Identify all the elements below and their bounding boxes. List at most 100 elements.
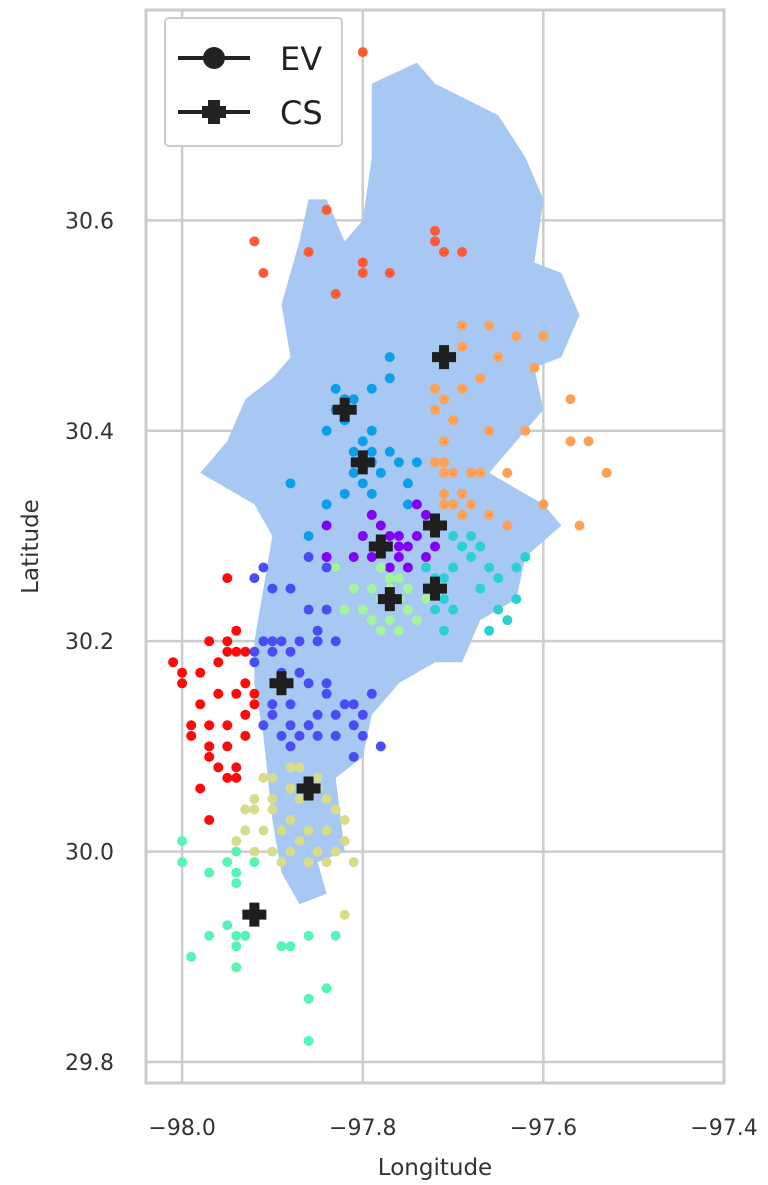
ev-point <box>267 794 278 804</box>
ev-point <box>466 499 477 510</box>
ev-point <box>411 499 422 510</box>
ev-point <box>502 615 513 626</box>
ev-point <box>475 373 486 384</box>
ev-point <box>222 857 233 868</box>
tick-labels: −98.0 −97.8 −97.6 −97.4 29.8 30.0 30.2 30.4 30.6 <box>65 209 758 1141</box>
ev-point <box>258 268 269 278</box>
ev-point <box>439 467 449 478</box>
ev-point <box>285 941 296 952</box>
ev-point <box>430 457 440 468</box>
ev-point <box>267 646 278 657</box>
ev-point <box>457 341 468 352</box>
charging-station-marker <box>423 513 447 538</box>
ev-point <box>520 552 531 562</box>
ev-point <box>339 604 350 615</box>
ev-point <box>276 730 287 741</box>
ev-point <box>375 625 386 636</box>
ev-point <box>231 646 242 657</box>
ev-point <box>267 846 278 857</box>
ev-point <box>430 236 440 247</box>
ev-point <box>303 531 314 541</box>
ev-point <box>466 552 477 562</box>
ev-point <box>330 636 341 647</box>
ev-point <box>321 425 332 436</box>
ev-point <box>448 531 459 541</box>
ev-point <box>366 583 377 594</box>
ev-point <box>267 804 278 815</box>
ev-point <box>258 825 269 836</box>
ev-point <box>249 646 260 657</box>
ev-point <box>267 636 278 647</box>
ev-point <box>303 552 314 562</box>
ev-point <box>384 352 395 363</box>
ev-point <box>321 552 332 562</box>
charging-stations <box>242 345 457 927</box>
ev-point <box>601 467 612 478</box>
ev-point <box>348 446 359 457</box>
ev-point <box>249 236 260 247</box>
ev-point <box>457 383 468 394</box>
ev-point <box>213 657 224 668</box>
ev-point <box>231 772 242 783</box>
ev-point <box>249 688 260 699</box>
city-boundary <box>200 62 580 905</box>
ev-point <box>484 425 495 436</box>
ev-point <box>321 857 332 868</box>
ev-point <box>384 268 395 278</box>
ev-point <box>204 741 215 752</box>
ev-point <box>285 846 296 857</box>
ev-point <box>231 878 242 889</box>
charging-station-marker <box>368 534 393 559</box>
ev-point <box>267 699 278 710</box>
ev-point <box>294 667 305 678</box>
ev-point <box>231 867 242 878</box>
ev-point <box>430 383 440 394</box>
ev-point <box>439 457 449 468</box>
ev-point <box>402 478 413 489</box>
ev-point <box>393 457 404 468</box>
ev-point <box>339 909 350 920</box>
ev-point <box>421 509 431 520</box>
ev-point <box>357 709 368 720</box>
ev-point <box>493 352 504 363</box>
ev-point <box>484 509 495 520</box>
ev-point <box>484 562 495 573</box>
y-tick-label: 30.4 <box>65 420 114 445</box>
ev-point <box>402 562 413 573</box>
ev-point <box>339 699 350 710</box>
city-region <box>200 62 580 905</box>
ev-point <box>448 499 459 510</box>
ev-point <box>393 531 404 541</box>
ev-point <box>312 625 323 636</box>
ev-point <box>231 688 242 699</box>
ev-point <box>339 815 350 825</box>
charging-station-marker <box>242 902 267 927</box>
ev-point <box>267 772 278 783</box>
ev-point <box>294 636 305 647</box>
charging-station-marker <box>269 671 294 696</box>
ev-point <box>421 552 431 562</box>
ev-point <box>402 583 413 594</box>
ev-point <box>393 552 404 562</box>
ev-point <box>285 583 296 594</box>
ev-point <box>583 436 594 447</box>
charging-station-marker <box>432 345 457 370</box>
ev-point <box>321 688 332 699</box>
ev-point <box>285 720 296 731</box>
ev-point <box>177 667 188 678</box>
ev-point <box>348 751 359 762</box>
ev-point <box>330 562 341 573</box>
ev-point <box>285 783 296 794</box>
ev-point <box>249 804 260 815</box>
ev-point <box>366 383 377 394</box>
ev-point <box>330 930 341 941</box>
y-tick-label: 30.0 <box>65 841 114 866</box>
ev-point <box>249 573 260 584</box>
ev-point <box>258 772 269 783</box>
ev-point <box>204 815 215 825</box>
ev-point <box>285 815 296 825</box>
ev-point <box>565 436 576 447</box>
ev-point <box>330 846 341 857</box>
charging-station-marker <box>332 397 357 422</box>
ev-point <box>186 720 197 731</box>
